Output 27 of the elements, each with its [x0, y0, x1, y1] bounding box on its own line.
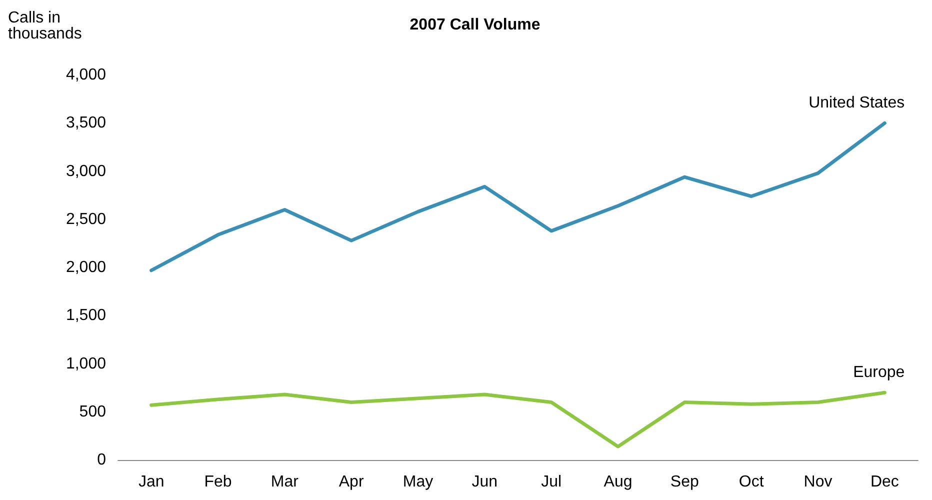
y-tick-label: 1,000: [66, 355, 106, 372]
y-tick-label: 0: [97, 452, 106, 468]
x-tick-label: Sep: [670, 474, 700, 490]
y-tick-label: 2,500: [66, 210, 106, 228]
x-tick-label: Apr: [338, 474, 364, 490]
x-tick-label: Aug: [604, 474, 632, 490]
x-tick-label: Jun: [472, 474, 498, 490]
series-label: Europe: [853, 364, 905, 382]
series-label: United States: [808, 94, 905, 112]
x-tick-label: Jul: [541, 474, 562, 490]
y-tick-label: 1,500: [66, 307, 106, 324]
y-tick-label: 2,000: [66, 259, 106, 276]
line-series: [150, 390, 886, 448]
x-tick-label: Mar: [270, 474, 300, 490]
y-tick-label: 3,500: [66, 114, 106, 132]
x-tick-label: May: [402, 474, 434, 490]
y-tick-label: 3,000: [66, 162, 106, 180]
line-series: [150, 121, 886, 272]
x-tick-label: Feb: [204, 474, 232, 490]
x-tick-label: Jan: [138, 474, 164, 490]
y-tick-label: 4,000: [66, 66, 106, 84]
y-tick-label: 500: [79, 403, 106, 420]
x-tick-label: Dec: [870, 474, 899, 490]
chart-title: 2007 Call Volume: [410, 16, 540, 34]
y-axis-title: Calls in thousands: [8, 10, 82, 42]
x-tick-label: Oct: [738, 474, 764, 490]
x-tick-label: Nov: [804, 474, 832, 490]
